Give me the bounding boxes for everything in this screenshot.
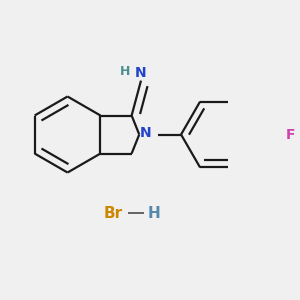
Text: N: N [135,66,147,80]
Text: N: N [140,126,152,140]
Text: F: F [286,128,296,142]
Text: H: H [120,65,131,78]
Text: Br: Br [103,206,122,221]
Text: H: H [148,206,161,221]
